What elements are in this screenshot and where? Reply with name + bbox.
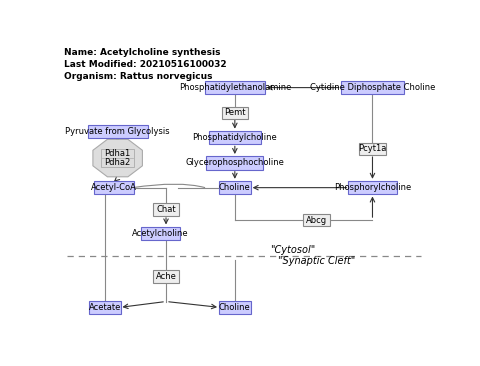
Text: Name: Acetylcholine synthesis
Last Modified: 20210516100032
Organism: Rattus nor: Name: Acetylcholine synthesis Last Modif… xyxy=(64,48,227,81)
Text: Abcg: Abcg xyxy=(306,216,327,225)
Text: Phosphorylcholine: Phosphorylcholine xyxy=(334,183,411,192)
Text: Acetylcholine: Acetylcholine xyxy=(132,229,189,238)
Text: Choline: Choline xyxy=(219,303,251,312)
Text: Phosphatidylethanolamine: Phosphatidylethanolamine xyxy=(179,83,291,92)
FancyBboxPatch shape xyxy=(348,181,397,194)
Text: "Cytosol": "Cytosol" xyxy=(270,245,315,255)
Text: "Synaptic Cleft": "Synaptic Cleft" xyxy=(277,257,355,266)
FancyBboxPatch shape xyxy=(153,270,179,283)
FancyBboxPatch shape xyxy=(303,214,330,226)
Text: Pdha1: Pdha1 xyxy=(105,149,131,158)
FancyBboxPatch shape xyxy=(89,300,120,314)
Text: Acetate: Acetate xyxy=(88,303,121,312)
FancyBboxPatch shape xyxy=(209,131,261,144)
FancyBboxPatch shape xyxy=(153,203,179,216)
FancyBboxPatch shape xyxy=(341,81,404,94)
Polygon shape xyxy=(93,139,143,177)
Text: Acetyl-CoA: Acetyl-CoA xyxy=(91,183,137,192)
FancyBboxPatch shape xyxy=(205,81,265,94)
FancyBboxPatch shape xyxy=(222,107,248,119)
FancyBboxPatch shape xyxy=(219,181,251,194)
FancyBboxPatch shape xyxy=(101,149,134,167)
FancyBboxPatch shape xyxy=(94,181,133,194)
Text: Cytidine Diphosphate Choline: Cytidine Diphosphate Choline xyxy=(310,83,435,92)
Text: Choline: Choline xyxy=(219,183,251,192)
FancyBboxPatch shape xyxy=(88,124,148,138)
FancyBboxPatch shape xyxy=(359,143,386,155)
FancyBboxPatch shape xyxy=(206,156,264,169)
Text: Phosphatidylcholine: Phosphatidylcholine xyxy=(192,133,277,142)
Text: Pemt: Pemt xyxy=(224,108,246,117)
Text: Chat: Chat xyxy=(156,205,176,214)
FancyBboxPatch shape xyxy=(141,227,180,240)
Text: Pdha2: Pdha2 xyxy=(105,158,131,167)
Text: Pcyt1a: Pcyt1a xyxy=(358,144,387,153)
Text: Ache: Ache xyxy=(156,272,177,281)
Text: Glycerophosphocholine: Glycerophosphocholine xyxy=(185,158,284,167)
Text: Pyruvate from Glycolysis: Pyruvate from Glycolysis xyxy=(65,127,170,136)
FancyBboxPatch shape xyxy=(219,300,251,314)
